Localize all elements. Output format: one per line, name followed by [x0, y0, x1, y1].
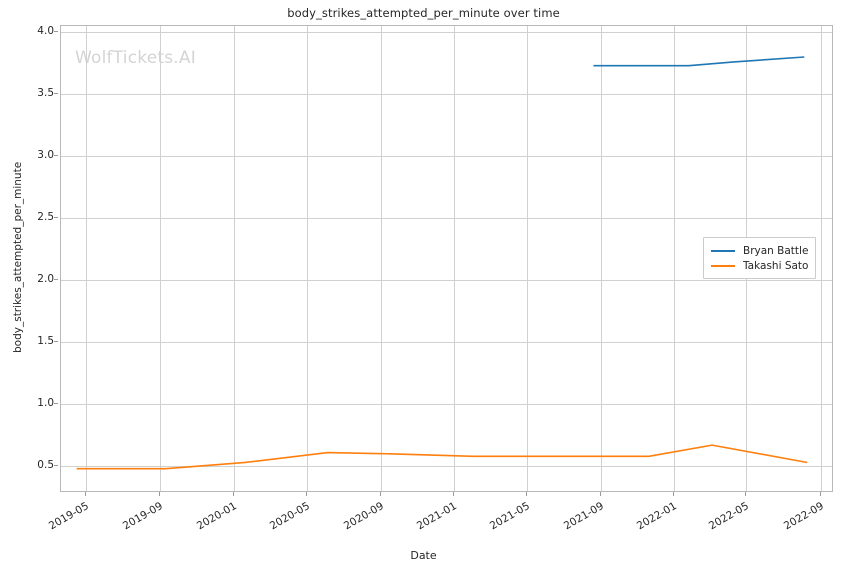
legend-label: Bryan Battle — [743, 244, 809, 257]
gridline-vertical — [674, 26, 676, 491]
series-line — [76, 444, 808, 470]
gridline-vertical — [306, 26, 308, 491]
gridline-horizontal — [61, 156, 832, 158]
x-tick-label: 2020-01 — [194, 500, 239, 533]
watermark: WolfTickets.AI — [75, 48, 196, 68]
x-tick-label: 2022-05 — [707, 500, 752, 533]
gridline-vertical — [86, 26, 88, 491]
y-axis-ticks: 0.5 1.0 1.5 2.0 2.5 3.0 3.5 4.0 — [0, 25, 58, 492]
gridline-horizontal — [61, 342, 832, 344]
x-tick-label: 2022-09 — [781, 500, 826, 533]
chart-title: body_strikes_attempted_per_minute over t… — [287, 6, 560, 20]
gridline-vertical — [526, 26, 528, 491]
x-axis-ticks: 2019-05 2019-09 2020-01 2020-05 2020-09 2021-… — [47, 492, 833, 552]
y-tick-label: 2.0 — [37, 273, 54, 286]
x-tick-label: 2020-05 — [267, 500, 312, 533]
x-tick-mark — [673, 492, 675, 496]
gridline-vertical — [380, 26, 382, 491]
y-tick-label: 4.0 — [37, 25, 54, 38]
x-tick-mark — [599, 492, 601, 496]
x-tick-label: 2020-09 — [341, 500, 386, 533]
x-tick-mark — [525, 492, 527, 496]
legend-label: Takashi Sato — [743, 259, 809, 272]
x-tick-mark — [379, 492, 381, 496]
legend-item[interactable]: Bryan Battle — [711, 243, 808, 258]
gridline-vertical — [600, 26, 602, 491]
gridline-vertical — [233, 26, 235, 491]
gridline-horizontal — [61, 404, 832, 406]
gridline-vertical — [160, 26, 162, 491]
y-tick-mark — [54, 217, 58, 219]
y-tick-mark — [54, 465, 58, 467]
x-axis-label: Date — [410, 549, 437, 562]
series-line — [593, 56, 805, 67]
gridline-horizontal — [61, 280, 832, 282]
y-tick-label: 3.0 — [37, 149, 54, 162]
x-tick-label: 2022-01 — [635, 500, 680, 533]
gridline-horizontal — [61, 94, 832, 96]
gridline-horizontal — [61, 466, 832, 468]
y-tick-label: 0.5 — [37, 459, 54, 472]
gridline-horizontal — [61, 218, 832, 220]
y-tick-mark — [54, 31, 58, 33]
y-tick-label: 2.5 — [37, 211, 54, 224]
x-tick-mark — [305, 492, 307, 496]
y-tick-mark — [54, 155, 58, 157]
y-tick-label: 1.5 — [37, 335, 54, 348]
x-tick-label: 2019-05 — [47, 500, 92, 533]
x-tick-mark — [85, 492, 87, 496]
x-tick-mark — [745, 492, 747, 496]
legend-item[interactable]: Takashi Sato — [711, 258, 808, 273]
x-tick-mark — [819, 492, 821, 496]
legend-color-swatch — [711, 264, 735, 267]
y-tick-mark — [54, 279, 58, 281]
y-tick-mark — [54, 403, 58, 405]
x-tick-mark — [453, 492, 455, 496]
x-tick-label: 2019-09 — [121, 500, 166, 533]
x-tick-mark — [159, 492, 161, 496]
gridline-horizontal — [61, 32, 832, 34]
y-tick-mark — [54, 93, 58, 95]
series-lines — [76, 56, 808, 470]
x-tick-label: 2021-01 — [415, 500, 460, 533]
y-tick-label: 3.5 — [37, 87, 54, 100]
y-tick-mark — [54, 341, 58, 343]
legend-color-swatch — [711, 249, 735, 252]
x-tick-label: 2021-09 — [561, 500, 606, 533]
gridline-vertical — [454, 26, 456, 491]
x-tick-mark — [232, 492, 234, 496]
gridline-vertical — [820, 26, 822, 491]
chart-legend: Bryan Battle Takashi Sato — [703, 237, 817, 279]
y-tick-label: 1.0 — [37, 397, 54, 410]
x-tick-label: 2021-05 — [487, 500, 532, 533]
